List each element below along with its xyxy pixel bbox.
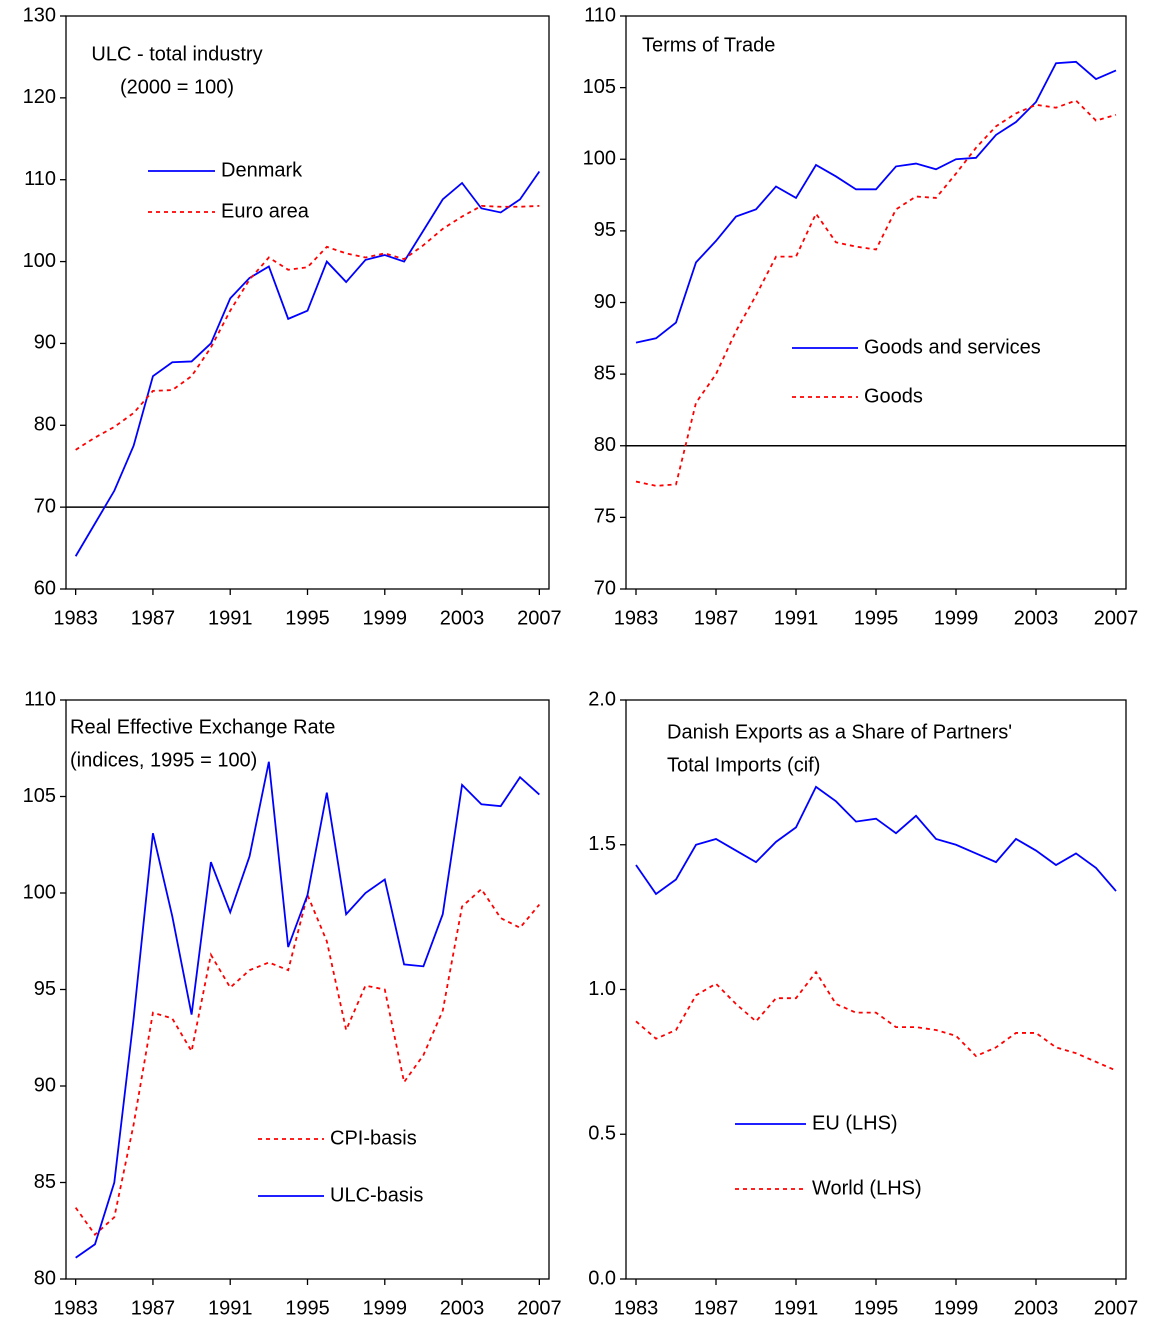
- x-tick-label: 2003: [440, 1297, 485, 1319]
- x-tick-label: 1991: [774, 1297, 819, 1319]
- legend-label: ULC-basis: [330, 1184, 423, 1206]
- y-tick-label: 100: [23, 250, 56, 272]
- y-tick-label: 90: [594, 291, 616, 313]
- x-tick-label: 1987: [694, 607, 739, 629]
- x-tick-label: 2003: [1014, 1297, 1059, 1319]
- x-tick-label: 1995: [285, 607, 330, 629]
- plot-frame: [625, 15, 1127, 590]
- x-tick-label: 1991: [774, 607, 819, 629]
- chart-title: Terms of Trade: [642, 34, 775, 56]
- y-tick-label: 75: [594, 506, 616, 528]
- y-tick-label: 110: [24, 168, 56, 190]
- x-tick-label: 2007: [1094, 607, 1139, 629]
- x-tick-label: 1983: [53, 1297, 98, 1319]
- y-tick-label: 70: [34, 495, 56, 517]
- legend-label: Euro area: [221, 200, 310, 222]
- series-line: [75, 761, 540, 1259]
- legend-label: EU (LHS): [812, 1112, 898, 1134]
- y-tick-label: 80: [34, 1267, 56, 1289]
- chart-title: Real Effective Exchange Rate: [70, 716, 335, 738]
- y-tick-label: 105: [583, 76, 616, 98]
- series-line: [635, 970, 1117, 1072]
- legend-label: Goods and services: [864, 336, 1041, 358]
- legend-label: Goods: [864, 385, 923, 407]
- y-tick-label: 1.5: [588, 833, 616, 855]
- y-tick-label: 85: [594, 362, 616, 384]
- y-tick-label: 85: [34, 1171, 56, 1193]
- x-tick-label: 1995: [285, 1297, 330, 1319]
- x-tick-label: 1987: [694, 1297, 739, 1319]
- x-tick-label: 1999: [934, 1297, 979, 1319]
- y-tick-label: 95: [594, 219, 616, 241]
- y-tick-label: 2.0: [588, 688, 616, 710]
- legend-label: Denmark: [221, 159, 303, 181]
- series-line: [635, 99, 1117, 487]
- x-tick-label: 1999: [934, 607, 979, 629]
- y-tick-label: 90: [34, 1074, 56, 1096]
- plot-frame: [65, 15, 550, 590]
- y-tick-label: 130: [23, 4, 56, 26]
- plot-frame: [65, 699, 550, 1280]
- x-tick-label: 1983: [53, 607, 98, 629]
- chart-title: (indices, 1995 = 100): [70, 749, 257, 771]
- x-tick-label: 1999: [363, 607, 408, 629]
- x-tick-label: 1987: [131, 607, 176, 629]
- x-tick-label: 1987: [131, 1297, 176, 1319]
- y-tick-label: 0.5: [588, 1123, 616, 1145]
- x-tick-label: 2003: [440, 607, 485, 629]
- x-tick-label: 2007: [517, 607, 562, 629]
- y-tick-label: 90: [34, 332, 56, 354]
- y-tick-label: 95: [34, 978, 56, 1000]
- series-line: [635, 785, 1117, 896]
- chart-title: (2000 = 100): [120, 76, 234, 98]
- y-tick-label: 120: [23, 86, 56, 108]
- series-line: [74, 171, 541, 557]
- series-line: [74, 887, 541, 1236]
- series-line: [75, 205, 540, 451]
- legend-label: World (LHS): [812, 1177, 922, 1199]
- chart-title: ULC - total industry: [91, 43, 262, 65]
- x-tick-label: 1983: [614, 1297, 659, 1319]
- y-tick-label: 105: [23, 785, 56, 807]
- y-tick-label: 110: [584, 4, 616, 26]
- y-tick-label: 100: [583, 148, 616, 170]
- y-tick-label: 80: [34, 414, 56, 436]
- series-line: [635, 60, 1117, 344]
- x-tick-label: 2007: [517, 1297, 562, 1319]
- x-tick-label: 1995: [854, 607, 899, 629]
- y-tick-label: 70: [594, 577, 616, 599]
- y-tick-label: 60: [34, 577, 56, 599]
- x-tick-label: 1995: [854, 1297, 899, 1319]
- y-tick-label: 0.0: [588, 1267, 616, 1289]
- chart-title: Total Imports (cif): [667, 754, 820, 776]
- x-tick-label: 1983: [614, 607, 659, 629]
- x-tick-label: 1999: [363, 1297, 408, 1319]
- y-tick-label: 100: [23, 881, 56, 903]
- x-tick-label: 2007: [1094, 1297, 1139, 1319]
- x-tick-label: 1991: [208, 1297, 253, 1319]
- y-tick-label: 110: [24, 688, 56, 710]
- legend-label: CPI-basis: [330, 1127, 417, 1149]
- y-tick-label: 1.0: [588, 978, 616, 1000]
- chart-title: Danish Exports as a Share of Partners': [667, 721, 1012, 743]
- x-tick-label: 1991: [208, 607, 253, 629]
- y-tick-label: 80: [594, 434, 616, 456]
- x-tick-label: 2003: [1014, 607, 1059, 629]
